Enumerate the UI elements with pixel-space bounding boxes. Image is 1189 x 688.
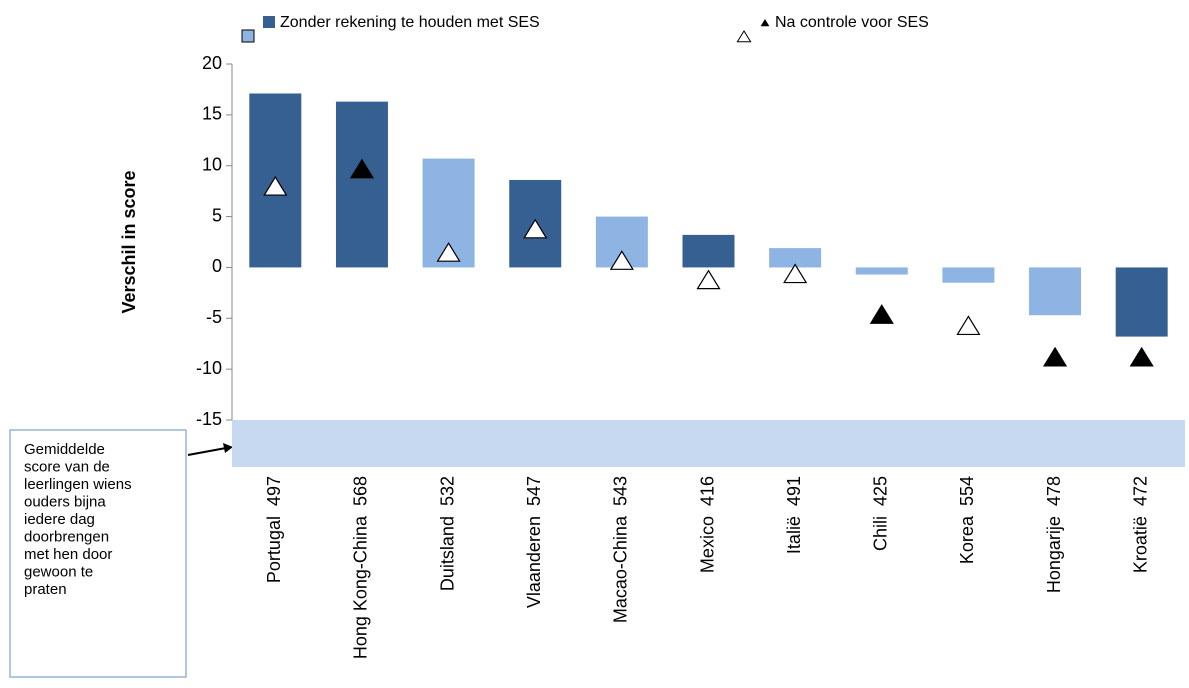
y-axis-label: Verschil in score — [119, 170, 139, 313]
x-tick-label: Chili 425 — [871, 476, 891, 551]
x-tick-label: Duitsland 532 — [437, 476, 457, 591]
y-tick-label: 15 — [202, 104, 222, 124]
x-tick-label: Hongarije 478 — [1044, 476, 1064, 593]
x-tick-label: Vlaanderen 547 — [524, 476, 544, 608]
x-tick-label: Italië 491 — [784, 476, 804, 554]
y-tick-label: 10 — [202, 154, 222, 174]
marker — [349, 158, 375, 179]
y-tick-label: -15 — [196, 409, 222, 429]
y-tick-label: 0 — [212, 256, 222, 276]
annotation-text: score van de — [24, 458, 110, 475]
annotation-text: gewoon te — [24, 563, 93, 580]
annotation-text: praten — [24, 581, 67, 598]
annotation-text: met hen door — [24, 546, 112, 563]
legend-label: Zonder rekening te houden met SES — [280, 14, 540, 31]
annotation-text: leerlingen wiens — [24, 476, 132, 493]
annotation-text: doorbrengen — [24, 528, 109, 545]
y-tick-label: 20 — [202, 53, 222, 73]
marker — [1129, 346, 1154, 367]
x-tick-label: Kroatië 472 — [1130, 476, 1150, 573]
annotation-text: ouders bijna — [24, 493, 106, 510]
bar — [335, 101, 388, 268]
label-band — [232, 420, 1185, 467]
y-tick-label: 5 — [212, 205, 222, 225]
annotation-arrowhead — [223, 443, 233, 453]
marker — [523, 218, 548, 239]
marker — [869, 304, 894, 324]
marker — [263, 175, 288, 196]
annotation-text: Gemiddelde — [24, 441, 105, 458]
bar — [1029, 267, 1082, 316]
legend-swatch — [760, 19, 770, 27]
y-tick-label: -10 — [196, 358, 222, 378]
marker — [783, 263, 808, 284]
bar — [855, 267, 908, 275]
legend-swatch — [263, 16, 275, 28]
bar — [769, 248, 822, 268]
annotation-box — [9, 429, 187, 678]
annotation-text: iedere dag — [24, 511, 95, 528]
legend-label: Na controle voor SES — [775, 14, 929, 31]
marker — [436, 242, 461, 262]
bar — [942, 267, 995, 283]
bar — [1115, 267, 1168, 337]
x-tick-label: Korea 554 — [957, 476, 977, 564]
annotation-arrow — [187, 447, 227, 456]
legend-swatch — [736, 30, 752, 43]
x-tick-label: Hong Kong-China 568 — [351, 476, 371, 659]
marker — [609, 250, 634, 270]
x-tick-label: Portugal 497 — [264, 476, 284, 583]
x-tick-label: Mexico 416 — [697, 476, 717, 573]
legend-swatch — [241, 29, 255, 43]
bar — [682, 234, 735, 268]
marker — [1042, 346, 1068, 367]
x-tick-label: Macao-China 543 — [611, 476, 631, 623]
marker — [956, 315, 981, 336]
marker — [696, 269, 721, 290]
y-tick-label: -5 — [206, 307, 222, 327]
